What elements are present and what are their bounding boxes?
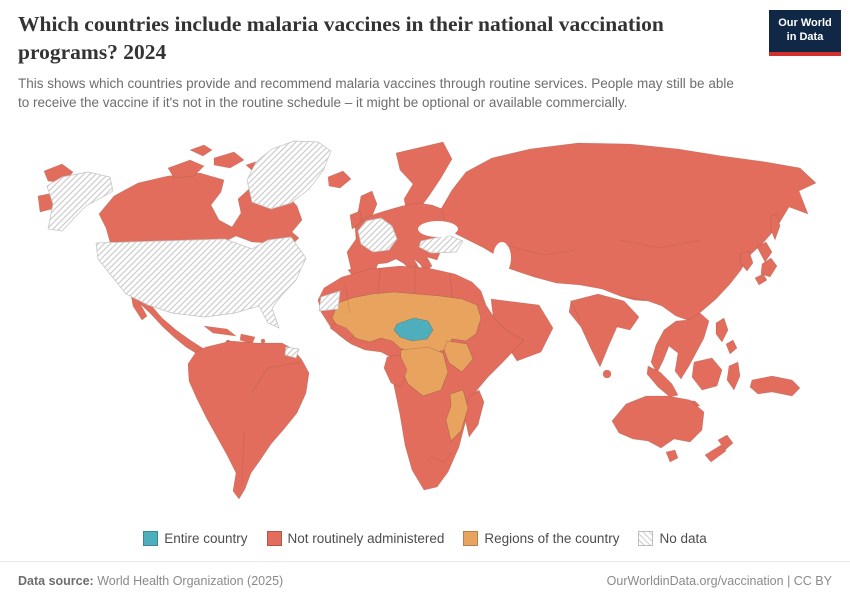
map-regions-no-data[interactable] [46, 140, 464, 359]
legend-item-entire-country[interactable]: Entire country [143, 531, 248, 546]
legend-swatch-regions-of-country [463, 531, 479, 546]
chart-header: Which countries include malaria vaccines… [18, 10, 750, 113]
country-shape-india[interactable] [568, 293, 640, 368]
country-shape-japan-main[interactable] [760, 257, 778, 278]
country-shape-japan-north[interactable] [756, 241, 773, 263]
country-shape-sumatra[interactable] [646, 365, 679, 398]
country-shape-russia-asia[interactable] [440, 142, 817, 322]
country-shape-french-guiana[interactable] [284, 346, 300, 359]
country-shape-greenland[interactable] [246, 140, 332, 210]
legend-swatch-no-data [638, 531, 654, 546]
country-shape-sri-lanka[interactable] [602, 369, 612, 379]
legend-label: Not routinely administered [287, 531, 445, 546]
country-shape-uganda-kenya[interactable] [443, 340, 474, 373]
country-shape-united-states[interactable] [95, 236, 307, 329]
country-shape-liberia-sierra-leone[interactable] [329, 322, 355, 343]
country-shape-mozambique-malawi[interactable] [445, 389, 469, 442]
country-shape-sulawesi[interactable] [726, 361, 741, 391]
chart-title: Which countries include malaria vaccines… [18, 12, 664, 65]
country-shape-new-guinea[interactable] [749, 375, 801, 397]
legend-label: No data [659, 531, 707, 546]
country-shape-france[interactable] [357, 217, 398, 253]
country-shape-western-sahara[interactable] [318, 290, 341, 312]
country-shape-south-america[interactable] [187, 340, 310, 500]
world-choropleth-map[interactable] [0, 125, 850, 525]
legend-label: Entire country [164, 531, 248, 546]
country-shape-australia[interactable] [611, 395, 705, 449]
chart-footer: Data source: World Health Organization (… [0, 561, 850, 600]
country-shape-alaska[interactable] [46, 171, 114, 232]
map-legend: Entire country Not routinely administere… [0, 531, 850, 546]
legend-swatch-entire-country [143, 531, 159, 546]
country-shape-new-zealand-south[interactable] [704, 444, 727, 463]
caspian-sea [493, 242, 511, 274]
owid-logo-line1: Our World [778, 17, 832, 29]
chart-subtitle: This shows which countries provide and r… [18, 75, 734, 111]
legend-swatch-not-routinely-administered [266, 531, 282, 546]
owid-logo-line2: in Data [786, 31, 824, 44]
country-shape-korea[interactable] [739, 250, 754, 272]
country-shape-japan-south[interactable] [754, 273, 768, 286]
country-shape-philippines-north[interactable] [715, 317, 729, 343]
country-border-lines [241, 239, 701, 487]
data-source-label: Data source: [18, 574, 94, 588]
attribution-link[interactable]: OurWorldinData.org/vaccination | CC BY [606, 574, 832, 588]
country-shape-central-african-republic[interactable] [393, 317, 434, 342]
data-source-value: World Health Organization (2025) [93, 574, 284, 588]
country-shape-cuba[interactable] [202, 325, 238, 337]
data-source: Data source: World Health Organization (… [18, 574, 283, 588]
country-shape-sakhalin[interactable] [770, 213, 781, 241]
arctic-island[interactable] [167, 159, 205, 179]
country-shape-new-zealand-north[interactable] [717, 434, 734, 451]
legend-label: Regions of the country [484, 531, 620, 546]
country-shape-borneo[interactable] [691, 357, 723, 391]
country-shape-gabon-congo[interactable] [383, 354, 408, 388]
legend-item-not-routinely-administered[interactable]: Not routinely administered [266, 531, 445, 546]
legend-item-no-data[interactable]: No data [638, 531, 707, 546]
arctic-island[interactable] [213, 151, 245, 169]
country-shape-puerto-rico[interactable] [260, 338, 266, 344]
country-shape-iceland[interactable] [327, 170, 352, 189]
country-shape-scandinavia[interactable] [395, 141, 453, 215]
black-sea [418, 221, 458, 237]
country-shape-southeast-asia[interactable] [650, 312, 710, 380]
owid-logo[interactable]: Our World in Data [769, 10, 841, 56]
country-shape-philippines-south[interactable] [725, 339, 738, 355]
map-regions-entire-country[interactable] [393, 317, 434, 342]
arctic-island[interactable] [189, 144, 213, 157]
legend-item-regions-of-country[interactable]: Regions of the country [463, 531, 619, 546]
country-shape-tasmania[interactable] [665, 449, 679, 463]
